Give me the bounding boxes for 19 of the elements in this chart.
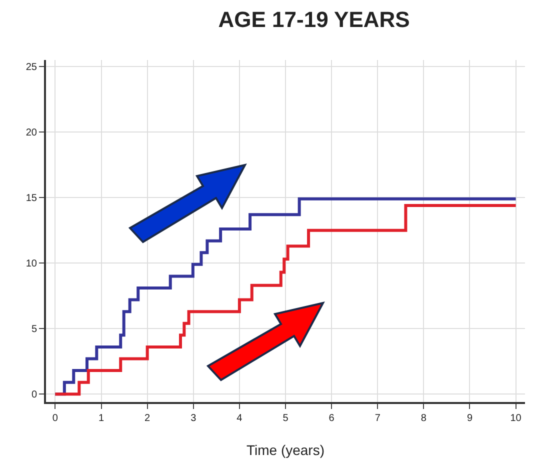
- x-tick-label: 7: [374, 413, 381, 424]
- y-tick-label: 20: [26, 128, 38, 139]
- y-tick-label: 15: [26, 193, 38, 204]
- x-tick-label: 10: [510, 413, 522, 424]
- y-tick-label: 25: [26, 62, 38, 74]
- x-tick-label: 0: [52, 413, 58, 424]
- y-tick-label: 10: [26, 258, 38, 270]
- x-tick-label: 1: [98, 413, 104, 424]
- y-tick-label: 0: [31, 390, 38, 401]
- x-tick-label: 6: [328, 413, 335, 424]
- x-tick-label: 3: [190, 413, 197, 424]
- x-tick-label: 2: [144, 413, 151, 424]
- x-axis-title: Time (years): [246, 442, 325, 458]
- chart-title: AGE 17-19 YEARS: [218, 7, 410, 32]
- x-tick-label: 9: [466, 413, 473, 424]
- x-tick-label: 5: [282, 413, 289, 424]
- y-tick-label: 5: [31, 324, 38, 336]
- x-tick-label: 8: [420, 413, 427, 424]
- x-tick-label: 4: [236, 413, 243, 424]
